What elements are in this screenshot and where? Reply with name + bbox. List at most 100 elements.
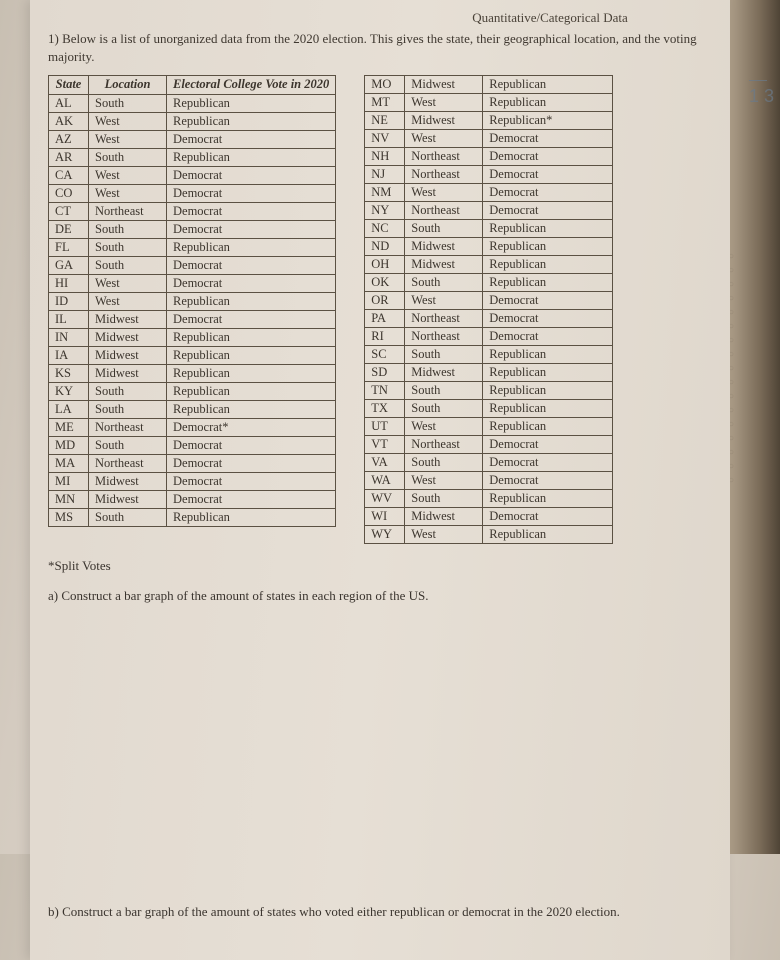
cell-location: South	[89, 256, 167, 274]
cell-location: Northeast	[405, 328, 483, 346]
col-header-state: State	[49, 76, 89, 95]
cell-vote: Democrat	[167, 274, 336, 292]
question-a: a) Construct a bar graph of the amount o…	[48, 588, 712, 604]
cell-vote: Republican	[483, 400, 613, 418]
cell-state: WY	[365, 526, 405, 544]
cell-state: MD	[49, 436, 89, 454]
cell-state: RI	[365, 328, 405, 346]
cell-location: Midwest	[89, 364, 167, 382]
cell-vote: Republican	[483, 364, 613, 382]
cell-vote: Republican	[483, 490, 613, 508]
cell-location: West	[405, 472, 483, 490]
table-row: NHNortheastDemocrat	[365, 148, 613, 166]
cell-location: Midwest	[89, 328, 167, 346]
cell-vote: Democrat	[483, 130, 613, 148]
cell-vote: Democrat	[167, 310, 336, 328]
table-row: CAWestDemocrat	[49, 166, 336, 184]
cell-state: SC	[365, 346, 405, 364]
cell-vote: Democrat	[483, 202, 613, 220]
cell-state: CA	[49, 166, 89, 184]
cell-state: VA	[365, 454, 405, 472]
cell-vote: Republican	[167, 238, 336, 256]
cell-location: South	[405, 382, 483, 400]
margin-digit-2: 3	[764, 86, 774, 106]
cell-state: MO	[365, 76, 405, 94]
table-row: ARSouthRepublican	[49, 148, 336, 166]
cell-vote: Republican	[167, 292, 336, 310]
cell-state: CT	[49, 202, 89, 220]
cell-state: ME	[49, 418, 89, 436]
cell-location: South	[89, 94, 167, 112]
margin-digit-1: 1	[749, 86, 759, 106]
cell-state: MI	[49, 472, 89, 490]
table-row: WYWestRepublican	[365, 526, 613, 544]
table-row: OHMidwestRepublican	[365, 256, 613, 274]
table-row: FLSouthRepublican	[49, 238, 336, 256]
cell-state: KY	[49, 382, 89, 400]
cell-location: West	[89, 292, 167, 310]
table-row: MENortheastDemocrat*	[49, 418, 336, 436]
col-header-vote: Electoral College Vote in 2020	[167, 76, 336, 95]
cell-vote: Republican	[167, 400, 336, 418]
cell-state: TX	[365, 400, 405, 418]
table-row: WIMidwestDemocrat	[365, 508, 613, 526]
cell-vote: Democrat	[167, 166, 336, 184]
cell-vote: Democrat	[167, 130, 336, 148]
table-row: HIWestDemocrat	[49, 274, 336, 292]
cell-location: Midwest	[89, 310, 167, 328]
cell-vote: Democrat	[483, 328, 613, 346]
cell-location: Northeast	[405, 202, 483, 220]
cell-vote: Democrat	[167, 202, 336, 220]
table-row: NDMidwestRepublican	[365, 238, 613, 256]
table-row: MIMidwestDemocrat	[49, 472, 336, 490]
intro-text: Below is a list of unorganized data from…	[48, 31, 697, 64]
table-row: DESouthDemocrat	[49, 220, 336, 238]
cell-vote: Republican	[483, 346, 613, 364]
cell-location: West	[405, 418, 483, 436]
cell-state: AL	[49, 94, 89, 112]
cell-vote: Republican	[483, 526, 613, 544]
table-row: VTNortheastDemocrat	[365, 436, 613, 454]
cell-location: West	[89, 184, 167, 202]
cell-location: South	[405, 490, 483, 508]
table-row: NEMidwestRepublican*	[365, 112, 613, 130]
cell-state: NH	[365, 148, 405, 166]
cell-vote: Democrat	[167, 220, 336, 238]
cell-location: Midwest	[89, 346, 167, 364]
cell-state: NJ	[365, 166, 405, 184]
table-row: SDMidwestRepublican	[365, 364, 613, 382]
table-row: GASouthDemocrat	[49, 256, 336, 274]
cell-state: GA	[49, 256, 89, 274]
cell-state: NV	[365, 130, 405, 148]
table-row: MNMidwestDemocrat	[49, 490, 336, 508]
cell-location: South	[89, 238, 167, 256]
cell-vote: Democrat	[483, 184, 613, 202]
question-b: b) Construct a bar graph of the amount o…	[48, 904, 712, 920]
table-row: RINortheastDemocrat	[365, 328, 613, 346]
cell-vote: Republican	[167, 508, 336, 526]
cell-state: UT	[365, 418, 405, 436]
cell-location: Midwest	[405, 364, 483, 382]
table-row: WAWestDemocrat	[365, 472, 613, 490]
handwritten-margin-note: 1 3	[749, 80, 774, 108]
table-row: TXSouthRepublican	[365, 400, 613, 418]
cell-location: West	[405, 130, 483, 148]
table-row: IDWestRepublican	[49, 292, 336, 310]
cell-state: OK	[365, 274, 405, 292]
table-row: MOMidwestRepublican	[365, 76, 613, 94]
cell-state: OH	[365, 256, 405, 274]
cell-vote: Republican	[167, 112, 336, 130]
table-row: NCSouthRepublican	[365, 220, 613, 238]
cell-state: AR	[49, 148, 89, 166]
cell-state: SD	[365, 364, 405, 382]
cell-state: NE	[365, 112, 405, 130]
cell-state: WI	[365, 508, 405, 526]
table-row: MANortheastDemocrat	[49, 454, 336, 472]
cell-location: Midwest	[405, 112, 483, 130]
worksheet-page: Quantitative/Categorical Data 1) Below i…	[30, 0, 730, 960]
cell-vote: Republican	[483, 238, 613, 256]
cell-state: ID	[49, 292, 89, 310]
cell-location: South	[405, 454, 483, 472]
table-row: CTNortheastDemocrat	[49, 202, 336, 220]
cell-state: PA	[365, 310, 405, 328]
